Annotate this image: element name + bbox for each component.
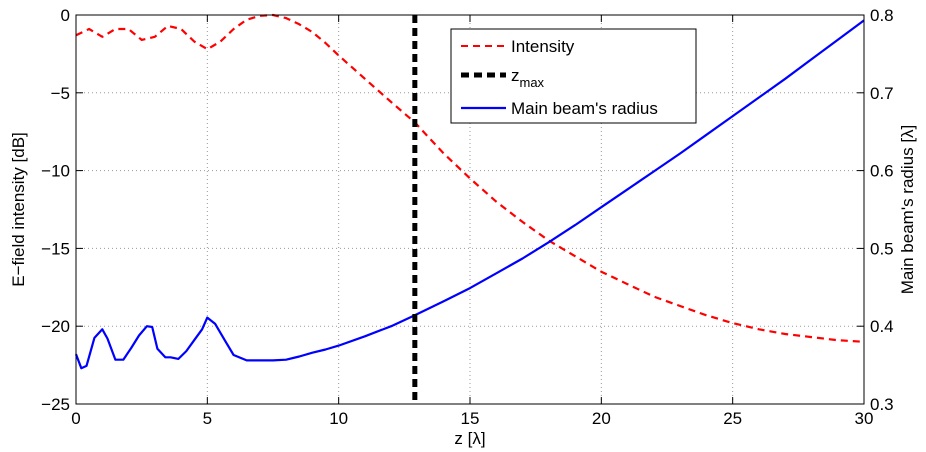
ticks: 0 5 10 15 20 25 30 0 −5 −10 −15 −20 −25 0.8 0.7 0.6 0.5 0… <box>41 6 893 428</box>
legend-label-0: Intensity <box>511 37 575 56</box>
y-right-tick-label: 0.4 <box>870 317 894 336</box>
series-layer <box>74 13 865 404</box>
y-left-tick-label: −15 <box>41 239 70 258</box>
y-left-tick-label: −5 <box>51 84 70 103</box>
radius-series-line <box>74 19 865 370</box>
y-axis-label-left: E−field intensity [dB] <box>9 132 28 287</box>
y-right-tick-label: 0.5 <box>870 239 894 258</box>
x-tick-label: 5 <box>203 409 212 428</box>
y-right-tick-label: 0.6 <box>870 162 894 181</box>
x-tick-label: 30 <box>855 409 874 428</box>
x-tick-label: 10 <box>329 409 348 428</box>
y-left-tick-label: −10 <box>41 162 70 181</box>
legend-label-2: Main beam's radius <box>511 99 658 118</box>
y-right-tick-label: 0.8 <box>870 6 894 25</box>
x-tick-label: 0 <box>71 409 80 428</box>
y-axis-label-right: Main beam's radius [λ] <box>898 125 917 295</box>
x-axis-label: z [λ] <box>454 429 485 448</box>
x-tick-label: 20 <box>592 409 611 428</box>
y-left-tick-label: 0 <box>61 6 70 25</box>
intensity-series-line <box>75 13 865 343</box>
y-right-tick-label: 0.3 <box>870 395 894 414</box>
y-right-tick-label: 0.7 <box>870 84 894 103</box>
x-tick-label: 25 <box>723 409 742 428</box>
x-tick-label: 15 <box>461 409 480 428</box>
y-left-tick-label: −20 <box>41 317 70 336</box>
y-left-tick-label: −25 <box>41 395 70 414</box>
legend-label-subscript: max <box>520 75 545 90</box>
